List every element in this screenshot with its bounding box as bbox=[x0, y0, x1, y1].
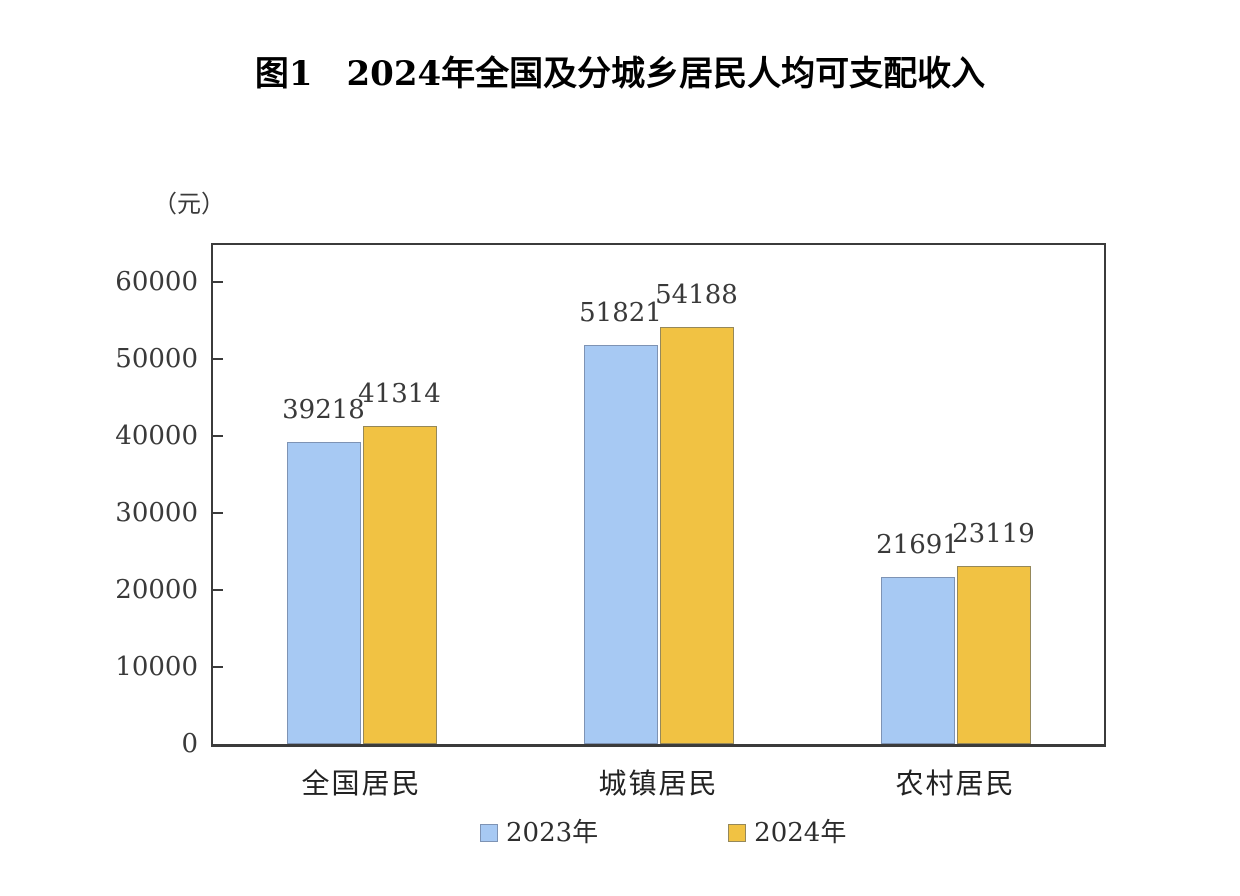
bar bbox=[956, 566, 1031, 744]
x-category-label: 全国居民 bbox=[301, 767, 422, 800]
bar bbox=[362, 426, 437, 744]
y-tick-label: 10000 bbox=[115, 652, 198, 682]
bar-value-label: 51821 bbox=[579, 298, 662, 328]
y-tick-label: 30000 bbox=[115, 498, 198, 528]
bar bbox=[286, 442, 361, 744]
y-axis-unit-label: （元） bbox=[153, 190, 225, 218]
bar-value-label: 39218 bbox=[282, 395, 365, 425]
y-tick bbox=[213, 589, 223, 591]
legend-label: 2024年 bbox=[754, 818, 847, 848]
legend: 2023年 2024年 bbox=[480, 819, 846, 847]
x-category-label: 城镇居民 bbox=[598, 767, 719, 800]
bar-value-label: 23119 bbox=[952, 519, 1035, 549]
y-tick-label: 20000 bbox=[115, 575, 198, 605]
legend-item: 2023年 bbox=[480, 819, 598, 847]
bar bbox=[659, 327, 734, 744]
y-tick bbox=[213, 666, 223, 668]
bar bbox=[583, 345, 658, 744]
y-tick bbox=[213, 358, 223, 360]
y-tick-label: 60000 bbox=[115, 267, 198, 297]
legend-label: 2023年 bbox=[506, 818, 599, 848]
chart-title: 图1 2024年全国及分城乡居民人均可支配收入 bbox=[254, 54, 986, 94]
legend-swatch bbox=[480, 824, 498, 842]
y-tick bbox=[213, 512, 223, 514]
y-tick-label: 50000 bbox=[115, 344, 198, 374]
bar-value-label: 41314 bbox=[358, 379, 441, 409]
y-tick bbox=[213, 435, 223, 437]
y-tick bbox=[213, 281, 223, 283]
bar-value-label: 21691 bbox=[876, 530, 959, 560]
x-category-label: 农村居民 bbox=[895, 767, 1016, 800]
legend-swatch bbox=[728, 824, 747, 842]
y-tick-label: 40000 bbox=[115, 421, 198, 451]
legend-item: 2024年 bbox=[728, 819, 846, 847]
plot-area: 39218 41314 51821 54188 21691 23119 bbox=[211, 243, 1106, 747]
bar bbox=[880, 577, 955, 744]
bar-value-label: 54188 bbox=[655, 280, 738, 310]
y-tick-label: 0 bbox=[181, 729, 198, 759]
